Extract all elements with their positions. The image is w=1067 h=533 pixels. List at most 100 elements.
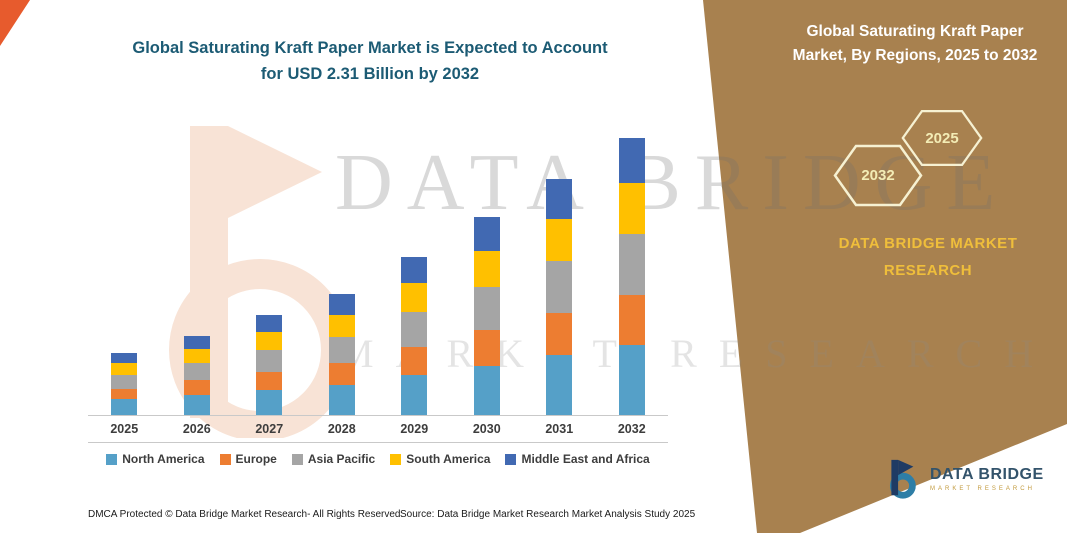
bar-segment-south-america — [183, 349, 210, 364]
bar-segment-south-america — [618, 183, 645, 234]
stacked-bar-2029 — [401, 256, 428, 415]
legend-label: Middle East and Africa — [521, 452, 650, 466]
bar-segment-south-america — [546, 219, 573, 262]
bar-segment-asia-pacific — [618, 233, 645, 296]
bar-segment-north-america — [183, 394, 210, 415]
bar-segment-middle-east-and-africa — [618, 137, 645, 184]
bar-segment-south-america — [256, 332, 283, 351]
bar-segment-middle-east-and-africa — [328, 293, 355, 316]
legend-swatch-icon — [291, 453, 303, 465]
bar-slot-2027 — [233, 130, 306, 415]
legend-label: South America — [406, 452, 491, 466]
x-axis-label: 2027 — [255, 422, 284, 436]
brand-name-line1: DATA BRIDGE MARKET — [838, 235, 1018, 252]
x-axis-label: 2030 — [472, 422, 501, 436]
right-panel-title-line2: Market, By Regions, 2025 to 2032 — [792, 47, 1038, 65]
bar-segment-middle-east-and-africa — [473, 217, 500, 251]
legend-item: North America — [106, 452, 205, 466]
legend-item: Asia Pacific — [291, 452, 376, 466]
bar-slot-2031 — [523, 130, 596, 415]
stacked-bar-2026 — [183, 335, 210, 415]
stacked-bar-2027 — [256, 315, 283, 415]
corner-triangle-decoration — [0, 0, 30, 46]
watermark-text-line1: DATA BRIDGE — [335, 139, 1010, 227]
x-axis-label: 2029 — [400, 422, 429, 436]
bar-segment-north-america — [328, 385, 355, 415]
company-logo-tagline: MARKET RESEARCH — [930, 486, 1035, 492]
bar-segment-asia-pacific — [183, 363, 210, 381]
legend-label: Asia Pacific — [307, 452, 376, 466]
bar-slot-2029 — [378, 130, 451, 415]
legend-item: Middle East and Africa — [505, 452, 650, 466]
bar-segment-middle-east-and-africa — [401, 256, 428, 284]
x-axis-label: 2028 — [327, 422, 356, 436]
bar-segment-north-america — [546, 355, 573, 415]
legend-label: North America — [122, 452, 205, 466]
bars-row — [88, 130, 668, 416]
bar-segment-middle-east-and-africa — [546, 178, 573, 220]
bar-segment-south-america — [328, 315, 355, 338]
bar-segment-asia-pacific — [256, 350, 283, 372]
bar-segment-middle-east-and-africa — [183, 335, 210, 350]
bar-segment-south-america — [401, 283, 428, 312]
hexagon-year-label: 2032 — [861, 167, 895, 184]
bar-segment-middle-east-and-africa — [256, 315, 283, 333]
stacked-bar-2031 — [546, 178, 573, 415]
bar-segment-asia-pacific — [546, 261, 573, 313]
company-logo: DATA BRIDGE MARKET RESEARCH — [878, 456, 1044, 502]
stacked-bar-2032 — [618, 137, 645, 415]
legend-swatch-icon — [106, 453, 118, 465]
bar-segment-europe — [546, 313, 573, 355]
legend-label: Europe — [235, 452, 277, 466]
bar-slot-2028 — [306, 130, 379, 415]
chart-title: Global Saturating Kraft Paper Market is … — [105, 36, 635, 87]
bar-slot-2025 — [88, 130, 161, 415]
bar-segment-europe — [111, 388, 138, 400]
company-logo-name: DATA BRIDGE — [930, 466, 1044, 483]
legend-swatch-icon — [390, 453, 402, 465]
chart-title-line2: for USD 2.31 Billion by 2032 — [260, 64, 480, 83]
stacked-bar-2028 — [328, 293, 355, 415]
bar-segment-north-america — [111, 399, 138, 415]
right-panel-title-line1: Global Saturating Kraft Paper — [806, 23, 1024, 40]
bar-segment-europe — [401, 346, 428, 376]
source-note: Source: Data Bridge Market Research Mark… — [400, 509, 696, 520]
legend-swatch-icon — [219, 453, 231, 465]
x-axis-label: 2031 — [545, 422, 574, 436]
bar-segment-asia-pacific — [473, 286, 500, 330]
bar-segment-asia-pacific — [401, 311, 428, 347]
watermark-text-line2: MARKET RESEARCH — [338, 331, 1056, 376]
bar-segment-europe — [618, 295, 645, 346]
bar-segment-middle-east-and-africa — [111, 352, 138, 364]
brand-name-line2: RESEARCH — [883, 262, 973, 279]
stacked-bar-2030 — [473, 217, 500, 415]
dmca-notice: DMCA Protected © Data Bridge Market Rese… — [88, 509, 404, 520]
x-axis-label: 2032 — [617, 422, 646, 436]
hexagon-outline-icon — [833, 144, 923, 207]
bar-segment-north-america — [473, 365, 500, 415]
hexagon-2032: 2032 — [833, 144, 923, 207]
bar-segment-europe — [256, 371, 283, 390]
bar-segment-south-america — [111, 363, 138, 376]
stacked-bar-2025 — [111, 352, 138, 415]
x-axis-label: 2025 — [110, 422, 139, 436]
bar-segment-europe — [328, 363, 355, 385]
x-axis-labels: 2025 2026 2027 2028 2029 2030 2031 2032 — [88, 417, 668, 443]
brand-name-text: DATA BRIDGE MARKET RESEARCH — [803, 230, 1053, 284]
legend-item: Europe — [219, 452, 277, 466]
bar-segment-asia-pacific — [111, 375, 138, 389]
company-logo-icon — [889, 459, 916, 499]
bar-segment-asia-pacific — [328, 337, 355, 364]
bar-slot-2032 — [596, 130, 669, 415]
bar-segment-north-america — [256, 389, 283, 415]
bar-slot-2026 — [161, 130, 234, 415]
legend: North America Europe Asia Pacific South Ame… — [75, 452, 681, 466]
bar-segment-north-america — [401, 375, 428, 415]
legend-swatch-icon — [505, 453, 517, 465]
right-panel-title: Global Saturating Kraft Paper Market, By… — [778, 20, 1052, 68]
legend-item: South America — [390, 452, 490, 466]
bar-segment-europe — [183, 380, 210, 395]
bar-slot-2030 — [451, 130, 524, 415]
